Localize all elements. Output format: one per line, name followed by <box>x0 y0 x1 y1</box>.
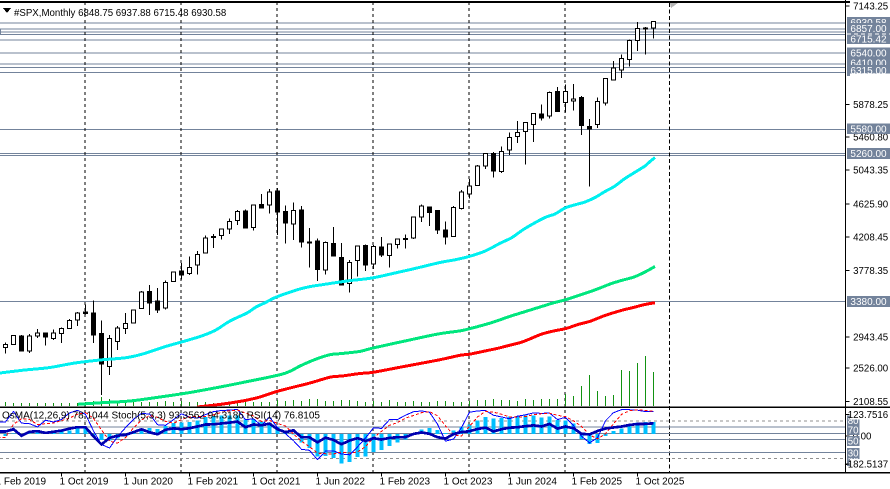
svg-text:OsMA(12,26,9) 78.1044 Stoch(5: OsMA(12,26,9) 78.1044 Stoch(5,3,3) 93.35… <box>2 411 320 422</box>
svg-text:1 Jun 2020: 1 Jun 2020 <box>124 477 174 488</box>
svg-text:2526.00: 2526.00 <box>853 364 889 375</box>
svg-text:5580.00: 5580.00 <box>850 124 887 135</box>
svg-text:6540.00: 6540.00 <box>850 48 887 59</box>
svg-text:1 Feb 2019: 1 Feb 2019 <box>0 477 47 488</box>
svg-text:5460.80: 5460.80 <box>853 133 889 144</box>
svg-text:123.7516: 123.7516 <box>848 410 888 421</box>
svg-text:30: 30 <box>848 448 859 459</box>
svg-text:1 Jun 2022: 1 Jun 2022 <box>316 477 366 488</box>
svg-text:1 Oct 2019: 1 Oct 2019 <box>60 477 109 488</box>
svg-text:3380.00: 3380.00 <box>850 297 887 308</box>
svg-text:1 Feb 2025: 1 Feb 2025 <box>572 477 623 488</box>
svg-text:6857.00: 6857.00 <box>850 24 887 35</box>
svg-text:50: 50 <box>848 437 859 448</box>
svg-text:6715.42: 6715.42 <box>850 35 887 46</box>
svg-text:6315.00: 6315.00 <box>850 66 887 77</box>
svg-text:3778.35: 3778.35 <box>853 266 888 277</box>
svg-text:-182.5137: -182.5137 <box>845 459 889 470</box>
svg-text:5260.00: 5260.00 <box>850 149 887 160</box>
svg-text:2108.55: 2108.55 <box>853 397 888 408</box>
svg-text:6410.00: 6410.00 <box>850 59 887 70</box>
svg-text:5878.25: 5878.25 <box>853 100 888 111</box>
svg-text:0.00: 0.00 <box>853 431 872 442</box>
svg-text:2943.45: 2943.45 <box>853 332 888 343</box>
svg-text:1 Oct 2025: 1 Oct 2025 <box>636 477 685 488</box>
svg-text:1 Oct 2021: 1 Oct 2021 <box>252 477 301 488</box>
svg-text:70: 70 <box>848 426 859 437</box>
svg-text:1 Oct 2023: 1 Oct 2023 <box>444 477 493 488</box>
svg-text:80: 80 <box>848 416 859 427</box>
svg-text:5043.35: 5043.35 <box>853 166 888 177</box>
svg-text:1 Feb 2023: 1 Feb 2023 <box>380 477 431 488</box>
svg-text:1 Jun 2024: 1 Jun 2024 <box>508 477 558 488</box>
svg-text:7143.25: 7143.25 <box>853 2 888 13</box>
svg-text:4208.45: 4208.45 <box>853 233 888 244</box>
svg-text:#SPX,Monthly 6848.75 6937.88: #SPX,Monthly 6848.75 6937.88 6715.48 693… <box>14 8 226 19</box>
svg-text:4625.90: 4625.90 <box>853 199 889 210</box>
svg-text:1 Feb 2021: 1 Feb 2021 <box>188 477 239 488</box>
